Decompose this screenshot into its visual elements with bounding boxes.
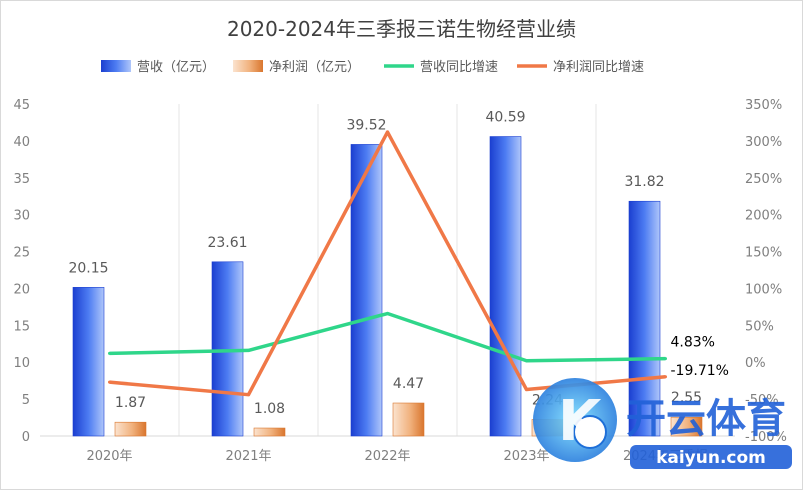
legend-label-profit-growth: 净利润同比增速 bbox=[553, 60, 644, 75]
legend-label-revenue-growth: 营收同比增速 bbox=[420, 60, 498, 75]
point-profit-growth bbox=[386, 130, 389, 134]
y-left-tick-label: 0 bbox=[22, 430, 30, 445]
point-revenue-growth bbox=[247, 348, 250, 352]
legend-item-profit: 净利润（亿元） bbox=[233, 60, 360, 75]
point-profit-growth bbox=[664, 375, 667, 379]
bar-revenue bbox=[628, 200, 661, 437]
watermark-site: kaiyun.com bbox=[656, 448, 766, 468]
y-left-tick-label: 15 bbox=[13, 319, 30, 334]
y-right-tick-label: 250% bbox=[745, 172, 782, 187]
bar-label-profit: 1.08 bbox=[254, 401, 285, 417]
y-right-tick-label: 200% bbox=[745, 209, 782, 224]
legend-item-revenue: 营收（亿元） bbox=[101, 60, 215, 75]
bar-label-revenue: 20.15 bbox=[68, 260, 108, 276]
y-left-tick-label: 10 bbox=[13, 356, 30, 371]
bar-label-revenue: 23.61 bbox=[207, 235, 247, 251]
bar-revenue bbox=[72, 287, 105, 437]
y-left-tick-label: 40 bbox=[13, 135, 30, 150]
point-revenue-growth bbox=[664, 357, 667, 361]
y-right-tick-label: -50% bbox=[745, 393, 779, 408]
x-tick-label: 2021年 bbox=[225, 449, 271, 464]
end-label-profit-growth: -19.71% bbox=[671, 363, 729, 379]
bar-label-revenue: 31.82 bbox=[624, 174, 664, 190]
bar-label-profit: 2.55 bbox=[671, 390, 702, 406]
x-tick-label: 2023年 bbox=[503, 449, 549, 464]
y-right-tick-label: 0% bbox=[745, 356, 766, 371]
y-right-tick-label: 100% bbox=[745, 282, 782, 297]
watermark-site-badge bbox=[630, 445, 792, 469]
y-left-tick-label: 5 bbox=[22, 393, 30, 408]
bar-revenue bbox=[350, 144, 383, 437]
legend-label-profit: 净利润（亿元） bbox=[269, 60, 360, 75]
x-tick-label: 2020年 bbox=[86, 449, 132, 464]
y-right-tick-label: 50% bbox=[745, 319, 774, 334]
y-left-tick-label: 20 bbox=[13, 282, 30, 297]
watermark: K 开云体育 kaiyun.com bbox=[533, 378, 792, 469]
y-left-tick-label: 35 bbox=[13, 172, 30, 187]
y-left-tick-label: 45 bbox=[13, 98, 30, 113]
y-right-tick-label: 350% bbox=[745, 98, 782, 113]
bar-profit bbox=[392, 402, 425, 437]
point-revenue-growth bbox=[108, 351, 111, 355]
x-tick-label: 2022年 bbox=[364, 449, 410, 464]
point-profit-growth bbox=[247, 393, 250, 397]
point-revenue-growth bbox=[386, 312, 389, 316]
point-profit-growth bbox=[525, 388, 528, 392]
y-right-tick-label: -100% bbox=[745, 430, 787, 445]
bar-revenue bbox=[489, 136, 522, 437]
watermark-brand: 开云体育 bbox=[626, 396, 786, 442]
bar-label-profit: 1.87 bbox=[115, 395, 146, 411]
legend-label-revenue: 营收（亿元） bbox=[137, 60, 215, 75]
chart-title: 2020-2024年三季报三诺生物经营业绩 bbox=[227, 17, 576, 41]
legend: 营收（亿元） 净利润（亿元） 营收同比增速 净利润同比增速 bbox=[101, 60, 644, 75]
grid-lines bbox=[178, 104, 597, 436]
y-right-tick-label: 150% bbox=[745, 246, 782, 261]
bar-profit bbox=[253, 427, 286, 437]
legend-item-revenue-growth: 营收同比增速 bbox=[384, 60, 498, 75]
bar-label-profit: 4.47 bbox=[393, 376, 424, 392]
data-labels: 20.151.8723.611.0839.524.4740.592.2431.8… bbox=[68, 110, 728, 417]
y-left-tick-label: 30 bbox=[13, 209, 30, 224]
watermark-logo-letter: K bbox=[558, 389, 604, 454]
point-profit-growth bbox=[108, 380, 111, 384]
legend-swatch-revenue bbox=[101, 60, 131, 72]
ball-icon bbox=[573, 415, 607, 449]
bar-label-revenue: 39.52 bbox=[346, 117, 386, 133]
end-label-revenue-growth: 4.83% bbox=[671, 335, 715, 351]
y-right-tick-label: 300% bbox=[745, 135, 782, 150]
bar-profit bbox=[114, 421, 147, 437]
bar-profit bbox=[670, 416, 703, 437]
legend-item-profit-growth: 净利润同比增速 bbox=[517, 60, 644, 75]
bar-label-revenue: 40.59 bbox=[485, 110, 525, 126]
legend-swatch-profit bbox=[233, 60, 263, 72]
point-revenue-growth bbox=[525, 359, 528, 363]
y-left-tick-label: 25 bbox=[13, 246, 30, 261]
